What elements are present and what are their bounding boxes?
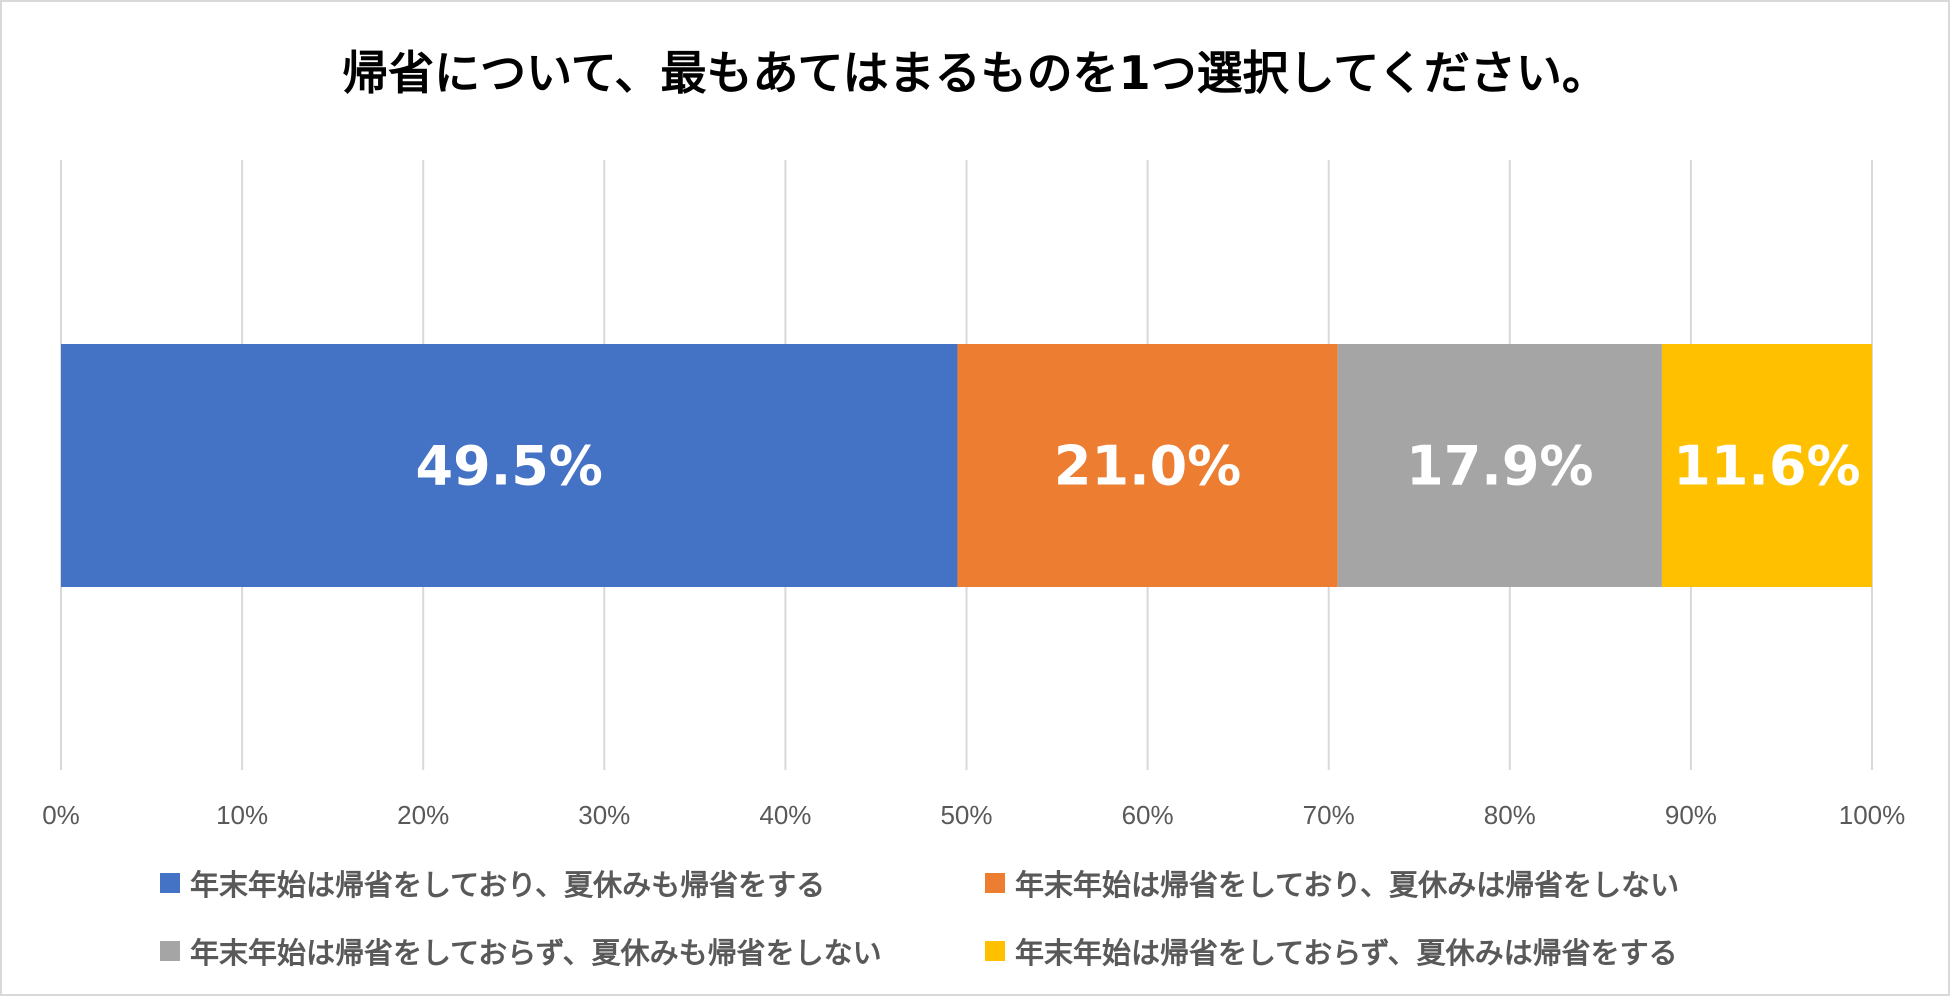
x-tick-label: 20% bbox=[397, 800, 449, 830]
bar-data-label-4: 11.6% bbox=[1673, 435, 1860, 498]
bar-segment-2 bbox=[957, 344, 1338, 587]
legend-item-3: 年末年始は帰省をしておらず、夏休みも帰省をしない bbox=[160, 930, 882, 972]
chart-title: 帰省について、最もあてはまるものを1つ選択してください。 bbox=[342, 46, 1608, 100]
legend-item-2: 年末年始は帰省をしており、夏休みは帰省をしない bbox=[985, 862, 1679, 904]
x-tick-label: 80% bbox=[1484, 800, 1536, 830]
legend-swatch bbox=[985, 873, 1005, 893]
x-tick-label: 10% bbox=[216, 800, 268, 830]
x-tick-label: 60% bbox=[1122, 800, 1174, 830]
x-tick-label: 40% bbox=[759, 800, 811, 830]
legend-swatch bbox=[985, 941, 1005, 961]
bar-data-label-3: 17.9% bbox=[1406, 435, 1593, 498]
legend-item-4: 年末年始は帰省をしておらず、夏休みは帰省をする bbox=[985, 930, 1678, 972]
x-axis-tick-labels: 0% 10% 20% 30% 40% 50% 60% 70% 80% 90% 100% bbox=[42, 800, 1905, 830]
legend-item-1: 年末年始は帰省をしており、夏休みも帰省をする bbox=[160, 862, 825, 904]
x-tick-label: 0% bbox=[42, 800, 80, 830]
bar-data-label-1: 49.5% bbox=[416, 435, 603, 498]
x-tick-label: 70% bbox=[1303, 800, 1355, 830]
x-tick-label: 50% bbox=[940, 800, 992, 830]
legend-label: 年末年始は帰省をしており、夏休みも帰省をする bbox=[190, 868, 826, 902]
x-tick-label: 30% bbox=[578, 800, 630, 830]
bar-data-label-2: 21.0% bbox=[1054, 435, 1241, 498]
x-tick-label: 100% bbox=[1839, 800, 1906, 830]
legend-label: 年末年始は帰省をしており、夏休みは帰省をしない bbox=[1015, 868, 1680, 902]
bar-segments bbox=[61, 344, 1872, 587]
x-tick-label: 90% bbox=[1665, 800, 1717, 830]
legend-label: 年末年始は帰省をしておらず、夏休みは帰省をする bbox=[1015, 936, 1678, 970]
legend-swatch bbox=[160, 941, 180, 961]
bar-segment-1 bbox=[61, 344, 958, 587]
legend-swatch bbox=[160, 873, 180, 893]
legend-label: 年末年始は帰省をしておらず、夏休みも帰省をしない bbox=[190, 936, 882, 970]
bar-data-labels: 49.5% 21.0% 17.9% 11.6% bbox=[416, 435, 1861, 498]
bar-segment-3 bbox=[1337, 344, 1662, 587]
bar-segment-4 bbox=[1661, 344, 1872, 587]
